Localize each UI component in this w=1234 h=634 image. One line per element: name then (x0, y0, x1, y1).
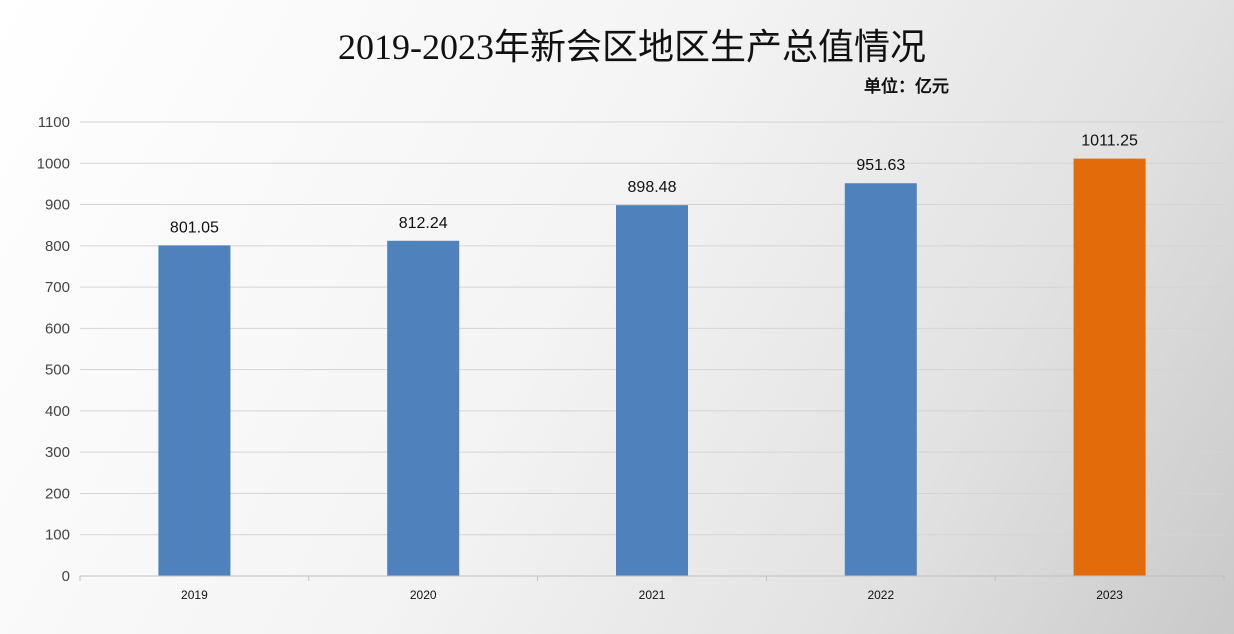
axes: 0 100 200 300 400 500 600 700 800 900 1000 1100 2019… (37, 114, 1225, 602)
bar (387, 240, 460, 576)
bars: 801.05 812.24 898.48 951.63 1011.25 (158, 133, 1146, 577)
y-tick-label: 100 (45, 527, 70, 544)
data-label: 801.05 (170, 219, 219, 236)
y-tick-label: 200 (45, 485, 70, 502)
bar (844, 183, 917, 577)
x-tick-label: 2023 (1096, 588, 1123, 602)
y-tick-label: 1000 (37, 155, 70, 172)
unit-label: 单位：亿元 (864, 77, 949, 97)
data-label: 898.48 (628, 179, 677, 196)
chart-title: 2019-2023年新会区地区生产总值情况 (338, 27, 926, 67)
data-label: 951.63 (856, 157, 905, 174)
bar (158, 245, 231, 576)
y-tick-label: 1100 (38, 114, 70, 131)
data-label: 812.24 (399, 215, 448, 232)
y-tick-label: 0 (62, 568, 70, 585)
data-label: 1011.25 (1081, 133, 1138, 150)
bar (1073, 158, 1146, 576)
x-tick-label: 2019 (181, 588, 208, 602)
y-tick-label: 300 (45, 444, 70, 461)
y-tick-label: 500 (45, 362, 70, 379)
x-tick-label: 2022 (867, 588, 894, 602)
y-tick-label: 900 (45, 197, 70, 214)
x-tick-label: 2020 (410, 588, 437, 602)
x-tick-label: 2021 (639, 588, 666, 602)
y-tick-label: 400 (45, 403, 70, 420)
bar (616, 205, 688, 577)
y-tick-label: 700 (45, 279, 70, 296)
y-tick-label: 600 (45, 320, 70, 337)
y-tick-label: 800 (45, 238, 70, 255)
